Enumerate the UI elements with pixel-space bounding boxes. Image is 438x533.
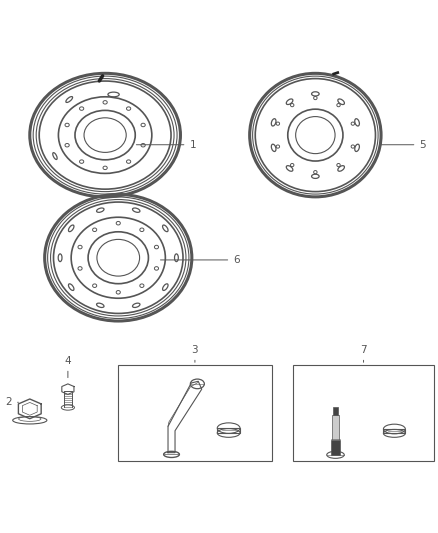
Bar [333, 407, 338, 415]
Text: 3: 3 [191, 345, 198, 362]
Text: 5: 5 [379, 140, 426, 150]
Bar [331, 440, 340, 455]
Text: 2: 2 [5, 397, 18, 407]
Text: 7: 7 [360, 345, 367, 362]
Bar [293, 365, 434, 462]
Text: 4: 4 [64, 356, 71, 377]
Bar [383, 429, 405, 433]
Text: 1: 1 [136, 140, 196, 150]
Bar [332, 415, 339, 440]
Bar [118, 365, 272, 462]
Bar [217, 427, 240, 433]
Text: 6: 6 [160, 255, 240, 265]
